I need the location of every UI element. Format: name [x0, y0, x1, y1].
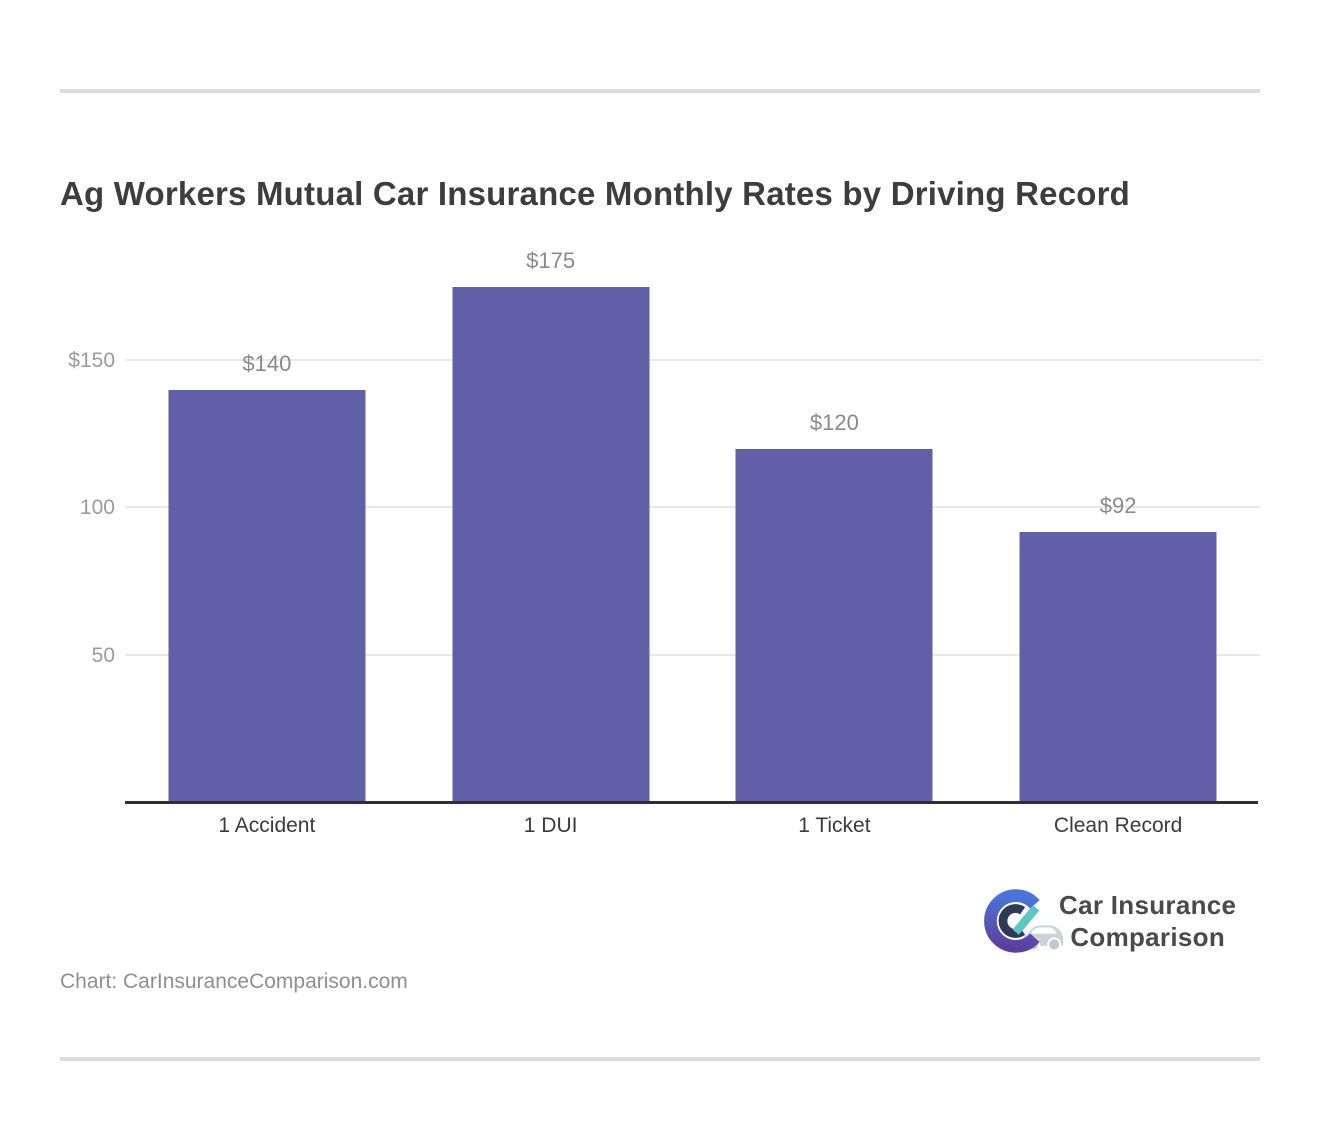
- logo-text-line2: Comparison: [1070, 922, 1225, 952]
- x-axis-label: 1 Ticket: [798, 814, 871, 837]
- source-note: Chart: CarInsuranceComparison.com: [60, 970, 408, 993]
- car-insurance-comparison-logo: Car Insurance Comparison: [983, 882, 1236, 960]
- y-tick-label: $150: [68, 348, 115, 372]
- car-insurance-comparison-logo-icon: [984, 889, 1063, 953]
- y-tick-label: 100: [79, 496, 115, 519]
- x-axis-line: [125, 801, 1258, 804]
- bar-chart: 50 100 $150 $140 $175 $120 $92: [0, 220, 1320, 803]
- logo-text: Car Insurance Comparison: [1059, 889, 1236, 953]
- x-axis-label: Clean Record: [1053, 814, 1183, 837]
- bar-value-label: $120: [809, 410, 859, 435]
- x-axis-label: 1 DUI: [523, 814, 578, 837]
- y-axis: 50 100 $150: [0, 220, 115, 803]
- logo-text-line1: Car Insurance: [1059, 890, 1237, 920]
- bottom-divider: [60, 1057, 1260, 1061]
- chart-title: Ag Workers Mutual Car Insurance Monthly …: [60, 175, 1131, 213]
- x-axis-labels: 1 Accident 1 DUI 1 Ticket Clean Record: [125, 814, 1260, 838]
- bar-slot: $175: [409, 220, 693, 803]
- bar-1-accident: [168, 390, 366, 803]
- gridline: [125, 506, 1260, 508]
- plot-area: $140 $175 $120 $92: [125, 220, 1260, 803]
- bar-slot: $140: [125, 220, 409, 803]
- bar-1-ticket: [735, 449, 933, 803]
- gridline: [125, 653, 1260, 656]
- x-axis-label: 1 Accident: [218, 814, 316, 837]
- bar-slot: $120: [693, 220, 977, 803]
- gridline: [125, 358, 1260, 361]
- bar-value-label: $92: [1099, 492, 1137, 518]
- bar-value-label: $140: [242, 351, 292, 376]
- top-divider: [60, 89, 1260, 93]
- bar-1-dui: [452, 286, 650, 803]
- y-tick-label: 50: [91, 643, 115, 667]
- bar-clean-record: [1019, 531, 1217, 803]
- bars-layer: $140 $175 $120 $92: [125, 220, 1260, 803]
- bar-value-label: $175: [526, 247, 576, 273]
- bar-slot: $92: [976, 220, 1260, 803]
